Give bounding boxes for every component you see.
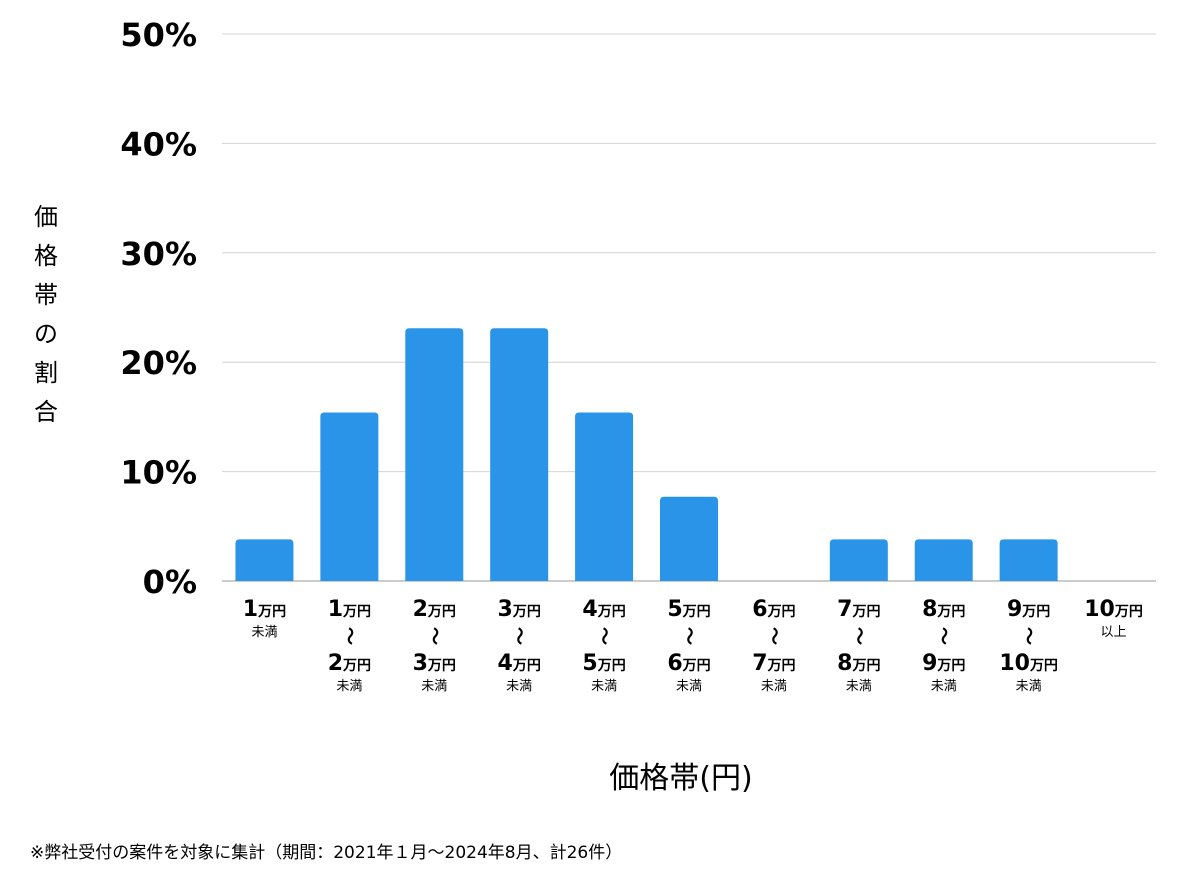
svg-text:～: ～ bbox=[848, 627, 869, 645]
bar bbox=[320, 412, 379, 581]
footnote: ※弊社受付の案件を対象に集計（期間：2021年１月～2024年8月、計26件） bbox=[30, 843, 623, 863]
svg-text:5万円: 5万円 bbox=[582, 651, 625, 676]
svg-text:2万円: 2万円 bbox=[413, 597, 456, 622]
bar-chart: 0%10%20%30%40%50% 1万円未満1万円～2万円未満2万円～3万円未… bbox=[34, 16, 1156, 796]
svg-text:未満: 未満 bbox=[251, 625, 277, 640]
svg-text:～: ～ bbox=[508, 627, 529, 645]
svg-text:3万円: 3万円 bbox=[498, 597, 541, 622]
svg-text:未満: 未満 bbox=[846, 679, 872, 694]
svg-text:未満: 未満 bbox=[506, 679, 532, 694]
bar bbox=[660, 496, 718, 581]
svg-text:8万円: 8万円 bbox=[837, 651, 880, 676]
bars bbox=[235, 328, 1058, 581]
svg-text:未満: 未満 bbox=[421, 679, 447, 694]
svg-text:未満: 未満 bbox=[1016, 679, 1042, 694]
y-tick-label: 50% bbox=[120, 16, 197, 54]
svg-text:4万円: 4万円 bbox=[582, 597, 625, 622]
svg-text:未満: 未満 bbox=[761, 679, 787, 694]
bar bbox=[914, 539, 973, 581]
svg-text:未満: 未満 bbox=[336, 679, 362, 694]
svg-text:10万円: 10万円 bbox=[1084, 597, 1143, 622]
bar bbox=[490, 328, 549, 581]
svg-text:8万円: 8万円 bbox=[922, 597, 965, 622]
svg-text:10万円: 10万円 bbox=[999, 651, 1058, 676]
bar bbox=[405, 328, 464, 581]
svg-text:～: ～ bbox=[678, 627, 699, 645]
svg-text:～: ～ bbox=[338, 627, 359, 645]
y-tick-label: 0% bbox=[143, 563, 197, 601]
y-tick-label: 20% bbox=[120, 344, 197, 382]
svg-text:5万円: 5万円 bbox=[667, 597, 710, 622]
svg-text:2万円: 2万円 bbox=[328, 651, 371, 676]
bar bbox=[829, 539, 888, 581]
svg-text:3万円: 3万円 bbox=[413, 651, 456, 676]
y-tick-label: 40% bbox=[120, 125, 197, 163]
y-axis-ticks: 0% 10% 20% 30% 40% 50% bbox=[120, 16, 197, 601]
y-axis-label-char: の bbox=[34, 320, 58, 348]
svg-text:未満: 未満 bbox=[591, 679, 617, 694]
svg-text:～: ～ bbox=[593, 627, 614, 645]
x-axis-label: 価格帯(円) bbox=[609, 761, 752, 796]
svg-text:1万円: 1万円 bbox=[328, 597, 371, 622]
svg-text:未満: 未満 bbox=[931, 679, 957, 694]
y-axis-label-char: 価 bbox=[34, 203, 58, 231]
svg-text:未満: 未満 bbox=[676, 679, 702, 694]
svg-text:～: ～ bbox=[1018, 627, 1039, 645]
svg-text:1万円: 1万円 bbox=[243, 597, 286, 622]
svg-text:～: ～ bbox=[423, 627, 444, 645]
y-axis-label-char: 格 bbox=[34, 242, 58, 270]
bar bbox=[235, 539, 294, 581]
svg-text:9万円: 9万円 bbox=[1007, 597, 1050, 622]
y-tick-label: 10% bbox=[120, 454, 197, 492]
bar bbox=[575, 412, 634, 581]
x-axis-categories: 1万円未満1万円～2万円未満2万円～3万円未満3万円～4万円未満4万円～5万円未… bbox=[243, 597, 1143, 694]
svg-text:7万円: 7万円 bbox=[837, 597, 880, 622]
svg-text:以上: 以上 bbox=[1101, 625, 1127, 640]
svg-text:9万円: 9万円 bbox=[922, 651, 965, 676]
y-axis-label-char: 割 bbox=[34, 359, 58, 387]
y-tick-label: 30% bbox=[120, 235, 197, 273]
svg-text:～: ～ bbox=[933, 627, 954, 645]
svg-text:4万円: 4万円 bbox=[498, 651, 541, 676]
svg-text:6万円: 6万円 bbox=[752, 597, 795, 622]
svg-text:～: ～ bbox=[763, 627, 784, 645]
y-axis-label-char: 帯 bbox=[34, 281, 58, 309]
svg-text:7万円: 7万円 bbox=[752, 651, 795, 676]
bar bbox=[999, 539, 1058, 581]
svg-text:6万円: 6万円 bbox=[667, 651, 710, 676]
y-axis-label-char: 合 bbox=[34, 398, 58, 426]
